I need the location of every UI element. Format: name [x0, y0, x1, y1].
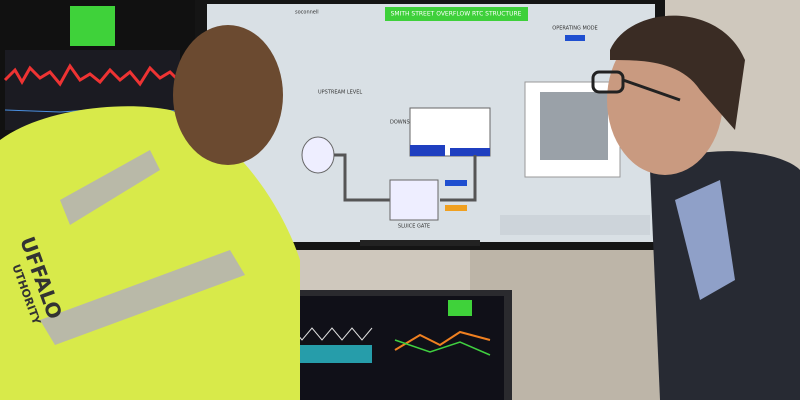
status-box [70, 6, 115, 46]
value-row [500, 215, 650, 235]
pipe [334, 153, 477, 202]
screen-label: OPERATING MODE [552, 26, 597, 32]
head-hair [173, 25, 283, 165]
screen-label: SLUICE GATE [398, 224, 430, 230]
screen-label: UPSTREAM LEVEL [318, 90, 362, 96]
reflective-strip [40, 250, 245, 345]
trend-line [3, 63, 180, 87]
trace-band [282, 345, 372, 363]
mode-box [565, 35, 585, 41]
tank-water [410, 145, 445, 156]
screen-title: SMITH STREET OVERFLOW RTC STRUCTURE [391, 11, 522, 18]
reflective-strip [60, 150, 160, 225]
tank-water [450, 148, 490, 156]
shirt [675, 180, 735, 300]
title-bar [385, 7, 528, 21]
indicator [445, 180, 467, 186]
glasses-arm [622, 78, 681, 102]
indicator [445, 205, 467, 211]
vessel [301, 136, 335, 174]
chart-plot [540, 92, 608, 160]
status-box [448, 300, 472, 316]
brand: soconnell [295, 10, 319, 16]
hair [610, 15, 745, 130]
glasses [591, 70, 625, 94]
monitor-stand [360, 240, 480, 246]
trace [394, 339, 491, 356]
gate-box [389, 179, 439, 221]
trace [394, 330, 491, 351]
